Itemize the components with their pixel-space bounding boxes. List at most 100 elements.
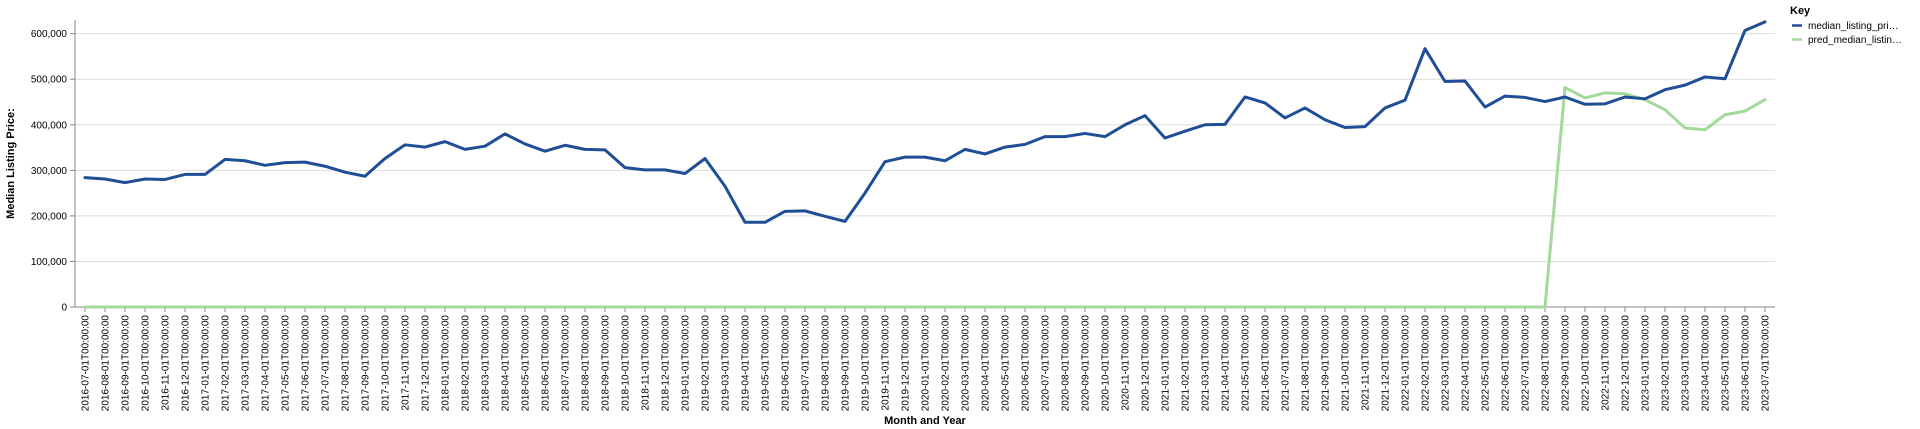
x-tick-label: 2017-11-01T00:00:00: [401, 315, 412, 411]
x-tick-label: 2023-05-01T00:00:00: [1721, 315, 1732, 412]
x-tick-label: 2019-10-01T00:00:00: [861, 315, 872, 412]
x-tick-label: 2021-12-01T00:00:00: [1381, 315, 1392, 412]
x-tick-label: 2021-01-01T00:00:00: [1161, 315, 1172, 412]
x-tick-label: 2023-01-01T00:00:00: [1641, 315, 1652, 412]
x-tick-label: 2017-05-01T00:00:00: [281, 315, 292, 412]
y-tick-label: 400,000: [31, 120, 68, 131]
x-tick-label: 2021-07-01T00:00:00: [1281, 315, 1292, 412]
y-tick-label: 0: [61, 303, 67, 314]
x-tick-label: 2020-03-01T00:00:00: [961, 315, 972, 412]
x-tick-label: 2017-02-01T00:00:00: [221, 315, 232, 412]
x-tick-label: 2017-10-01T00:00:00: [381, 315, 392, 412]
legend-label: median_listing_pri…: [1808, 21, 1899, 32]
x-tick-label: 2017-01-01T00:00:00: [201, 315, 212, 412]
x-tick-label: 2016-10-01T00:00:00: [141, 315, 152, 412]
series-line: [83, 85, 1767, 309]
x-tick-label: 2018-08-01T00:00:00: [581, 315, 592, 412]
x-tick-label: 2023-06-01T00:00:00: [1741, 315, 1752, 412]
x-tick-label: 2018-02-01T00:00:00: [461, 315, 472, 412]
x-tick-label: 2017-03-01T00:00:00: [241, 315, 252, 412]
x-tick-label: 2018-03-01T00:00:00: [481, 315, 492, 412]
x-tick-label: 2020-06-01T00:00:00: [1021, 315, 1032, 412]
y-tick-label: 300,000: [31, 166, 68, 177]
x-tick-label: 2017-06-01T00:00:00: [301, 315, 312, 412]
x-tick-label: 2019-09-01T00:00:00: [841, 315, 852, 412]
x-tick-label: 2017-08-01T00:00:00: [341, 315, 352, 412]
y-axis-ticks: 0 100,000 200,000 300,000 400,000 500,000 600,…: [31, 29, 75, 314]
legend-title: Key: [1790, 5, 1811, 17]
y-tick-label: 200,000: [31, 211, 68, 222]
x-tick-label: 2018-11-01T00:00:00: [641, 315, 652, 411]
x-tick-label: 2018-10-01T00:00:00: [621, 315, 632, 412]
x-tick-label: 2016-12-01T00:00:00: [181, 315, 192, 412]
x-tick-label: 2020-11-01T00:00:00: [1121, 315, 1132, 411]
x-tick-label: 2023-07-01T00:00:00: [1761, 315, 1772, 412]
x-tick-label: 2023-04-01T00:00:00: [1701, 315, 1712, 412]
x-tick-label: 2016-07-01T00:00:00: [81, 315, 92, 412]
legend: Key median_listing_pri… pred_median_listi…: [1790, 5, 1902, 46]
x-tick-label: 2022-02-01T00:00:00: [1421, 315, 1432, 412]
x-tick-label: 2020-02-01T00:00:00: [941, 315, 952, 412]
x-tick-label: 2020-10-01T00:00:00: [1101, 315, 1112, 412]
x-tick-label: 2021-08-01T00:00:00: [1301, 315, 1312, 412]
x-tick-label: 2018-01-01T00:00:00: [441, 315, 452, 412]
x-tick-label: 2020-07-01T00:00:00: [1041, 315, 1052, 412]
x-tick-label: 2021-09-01T00:00:00: [1321, 315, 1332, 412]
x-tick-label: 2020-12-01T00:00:00: [1141, 315, 1152, 412]
x-tick-label: 2019-05-01T00:00:00: [761, 315, 772, 412]
x-tick-label: 2016-09-01T00:00:00: [121, 315, 132, 412]
x-tick-label: 2020-04-01T00:00:00: [981, 315, 992, 412]
x-tick-label: 2021-05-01T00:00:00: [1241, 315, 1252, 412]
x-tick-label: 2017-04-01T00:00:00: [261, 315, 272, 412]
x-tick-label: 2018-07-01T00:00:00: [561, 315, 572, 412]
series-line: [83, 20, 1767, 224]
x-tick-label: 2017-07-01T00:00:00: [321, 315, 332, 412]
x-tick-label: 2022-11-01T00:00:00: [1601, 315, 1612, 411]
x-tick-label: 2022-10-01T00:00:00: [1581, 315, 1592, 412]
x-tick-label: 2018-12-01T00:00:00: [661, 315, 672, 412]
x-tick-label: 2021-04-01T00:00:00: [1221, 315, 1232, 412]
x-tick-label: 2019-12-01T00:00:00: [901, 315, 912, 412]
x-tick-label: 2022-06-01T00:00:00: [1501, 315, 1512, 412]
x-tick-label: 2021-03-01T00:00:00: [1201, 315, 1212, 412]
x-tick-label: 2021-02-01T00:00:00: [1181, 315, 1192, 412]
x-tick-label: 2023-02-01T00:00:00: [1661, 315, 1672, 412]
x-tick-label: 2022-08-01T00:00:00: [1541, 315, 1552, 412]
x-tick-label: 2017-09-01T00:00:00: [361, 315, 372, 412]
x-tick-label: 2016-08-01T00:00:00: [101, 315, 112, 412]
x-tick-label: 2017-12-01T00:00:00: [421, 315, 432, 412]
legend-label: pred_median_listin…: [1808, 35, 1902, 46]
x-tick-label: 2019-07-01T00:00:00: [801, 315, 812, 412]
x-tick-label: 2022-12-01T00:00:00: [1621, 315, 1632, 412]
series-lines: [83, 20, 1767, 309]
x-tick-label: 2021-06-01T00:00:00: [1261, 315, 1272, 412]
x-tick-label: 2022-03-01T00:00:00: [1441, 315, 1452, 412]
x-tick-label: 2020-01-01T00:00:00: [921, 315, 932, 412]
x-tick-label: 2019-11-01T00:00:00: [881, 315, 892, 411]
x-tick-label: 2018-04-01T00:00:00: [501, 315, 512, 412]
x-tick-label: 2022-09-01T00:00:00: [1561, 315, 1572, 412]
x-tick-label: 2022-07-01T00:00:00: [1521, 315, 1532, 412]
y-tick-label: 100,000: [31, 257, 68, 268]
x-tick-label: 2020-08-01T00:00:00: [1061, 315, 1072, 412]
x-tick-label: 2019-03-01T00:00:00: [721, 315, 732, 412]
x-tick-label: 2019-02-01T00:00:00: [701, 315, 712, 412]
x-tick-label: 2021-11-01T00:00:00: [1361, 315, 1372, 411]
x-tick-label: 2019-08-01T00:00:00: [821, 315, 832, 412]
x-tick-label: 2022-05-01T00:00:00: [1481, 315, 1492, 412]
y-tick-label: 500,000: [31, 75, 68, 86]
x-axis-title: Month and Year: [884, 415, 966, 427]
x-tick-label: 2018-05-01T00:00:00: [521, 315, 532, 412]
x-tick-label: 2022-01-01T00:00:00: [1401, 315, 1412, 412]
x-tick-label: 2022-04-01T00:00:00: [1461, 315, 1472, 412]
x-axis-ticks: 2016-07-01T00:00:00 2016-08-01T00:00:00 20…: [81, 307, 1772, 411]
x-tick-label: 2019-04-01T00:00:00: [741, 315, 752, 412]
y-tick-label: 600,000: [31, 29, 68, 40]
x-tick-label: 2019-01-01T00:00:00: [681, 315, 692, 412]
x-tick-label: 2021-10-01T00:00:00: [1341, 315, 1352, 412]
x-tick-label: 2023-03-01T00:00:00: [1681, 315, 1692, 412]
gridlines: [75, 33, 1775, 308]
x-tick-label: 2016-11-01T00:00:00: [161, 315, 172, 411]
y-axis-title: Median Listing Price:: [5, 108, 17, 219]
